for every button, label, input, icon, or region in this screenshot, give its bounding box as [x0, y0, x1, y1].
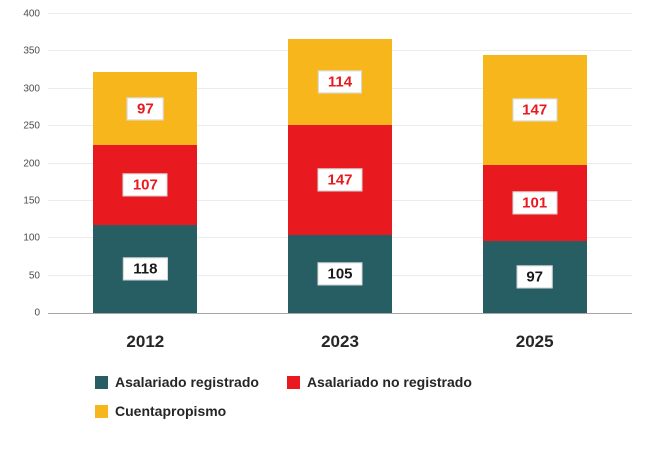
- legend-label: Asalariado no registrado: [306, 374, 472, 390]
- y-axis-tick-label: 400: [23, 8, 40, 20]
- y-axis-tick-label: 0: [34, 307, 40, 319]
- y-axis-tick-label: 200: [23, 158, 40, 169]
- y-axis-tick-label: 150: [23, 195, 40, 207]
- legend-swatch: [95, 404, 108, 418]
- y-axis-tick-label: 50: [28, 270, 40, 282]
- data-label: 97: [516, 265, 553, 289]
- x-axis-label-2012: 2012: [126, 332, 165, 351]
- legend-label: Asalariado registrado: [115, 374, 259, 390]
- bar-segment: 97: [93, 72, 198, 145]
- bar-2025: 97 101 147: [482, 55, 587, 313]
- y-gridline: [48, 13, 632, 14]
- bar-2012: 118 107 97: [93, 72, 198, 313]
- y-axis-tick-label: 350: [23, 45, 40, 57]
- data-label: 118: [123, 257, 168, 281]
- legend-swatch: [286, 375, 300, 389]
- data-label: 105: [317, 262, 363, 286]
- data-label: 114: [317, 70, 363, 94]
- data-label: 97: [126, 96, 164, 121]
- y-axis-tick-label: 300: [23, 83, 40, 95]
- bar-segment: 118: [93, 224, 198, 313]
- bar-segment: 147: [288, 124, 392, 235]
- bar-segment: 147: [482, 55, 587, 165]
- legend-item: Asalariado registrado: [95, 374, 259, 390]
- plot-area: 0 50 100 150 200 250 300 350 400 118 107 97 105 147 11…: [23, 9, 632, 319]
- y-axis-tick-label: 100: [23, 232, 40, 244]
- x-axis-label-2025: 2025: [515, 332, 554, 351]
- bar-segment: 97: [482, 240, 587, 313]
- bar-segment: 105: [288, 234, 392, 313]
- bar-segment: 114: [288, 39, 392, 125]
- legend-swatch: [95, 375, 108, 389]
- legend-label: Cuentapropismo: [115, 403, 227, 419]
- data-label: 147: [512, 98, 558, 122]
- legend-item: Asalariado no registrado: [286, 374, 472, 390]
- data-label: 107: [122, 173, 168, 197]
- bar-2023: 105 147 114: [288, 39, 392, 313]
- bar-segment: 107: [93, 144, 198, 225]
- x-axis-label-2023: 2023: [321, 332, 359, 351]
- data-label: 101: [512, 191, 558, 215]
- bar-segment: 101: [482, 165, 587, 241]
- legend: Asalariado registrado Asalariado no regis…: [95, 374, 545, 419]
- x-axis: 2012 2023 2025: [48, 332, 632, 352]
- y-axis-tick-label: 250: [23, 120, 40, 132]
- data-label: 147: [317, 167, 363, 192]
- legend-item: Cuentapropismo: [95, 403, 226, 419]
